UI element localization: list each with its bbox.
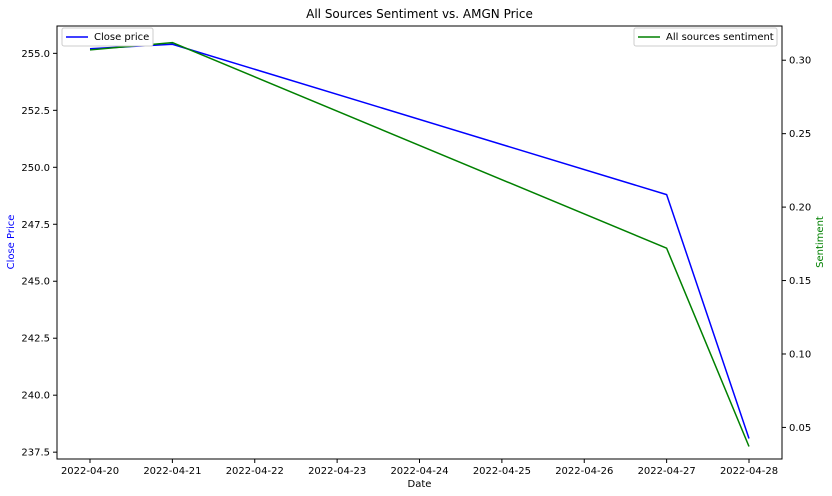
x-tick-label: 2022-04-28 [720,466,778,477]
legend-close-price: Close price [61,27,154,47]
x-tick-label: 2022-04-26 [555,466,613,477]
left-axis-label: Close Price [6,215,17,270]
left-tick-label: 240.0 [21,391,50,402]
right-tick-label: 0.10 [789,349,811,360]
left-tick-label: 255.0 [21,49,50,60]
plot-frame [56,25,783,460]
legend-label-close-price: Close price [94,32,149,43]
left-tick-label: 237.5 [21,448,50,459]
legend-sentiment: All sources sentiment [633,27,778,47]
plot-area [56,25,783,460]
legend-box [61,27,154,47]
chart-title: All Sources Sentiment vs. AMGN Price [306,7,533,21]
x-tick-label: 2022-04-21 [143,466,201,477]
left-tick-label: 252.5 [21,106,50,117]
series-line-all-sources-sentiment [89,41,750,447]
x-tick-label: 2022-04-23 [308,466,366,477]
x-axis-label: Date [408,479,432,490]
left-tick-label: 250.0 [21,163,50,174]
series-lines [89,41,750,447]
left-tick-label: 242.5 [21,334,50,345]
x-axis-ticks: 2022-04-20 2022-04-21 2022-04-22 2022-04-23… [61,459,778,477]
right-tick-label: 0.15 [789,276,811,287]
x-tick-label: 2022-04-27 [638,466,696,477]
left-tick-label: 245.0 [21,277,50,288]
right-tick-label: 0.20 [789,203,811,214]
x-tick-label: 2022-04-20 [61,466,119,477]
right-tick-label: 0.30 [789,56,811,67]
right-tick-label: 0.05 [789,423,811,434]
right-tick-label: 0.25 [789,129,811,140]
right-axis-ticks: 0.05 0.10 0.15 0.20 0.25 0.30 [782,56,811,434]
x-tick-label: 2022-04-25 [473,466,531,477]
left-tick-label: 247.5 [21,220,50,231]
legend-box [633,27,778,47]
x-tick-label: 2022-04-22 [226,466,284,477]
right-axis-label: Sentiment [815,216,826,268]
legend-label-sentiment: All sources sentiment [666,32,774,43]
x-tick-label: 2022-04-24 [390,466,448,477]
left-axis-ticks: 237.5 240.0 242.5 245.0 247.5 250.0 252.5 255.0 [21,49,57,459]
